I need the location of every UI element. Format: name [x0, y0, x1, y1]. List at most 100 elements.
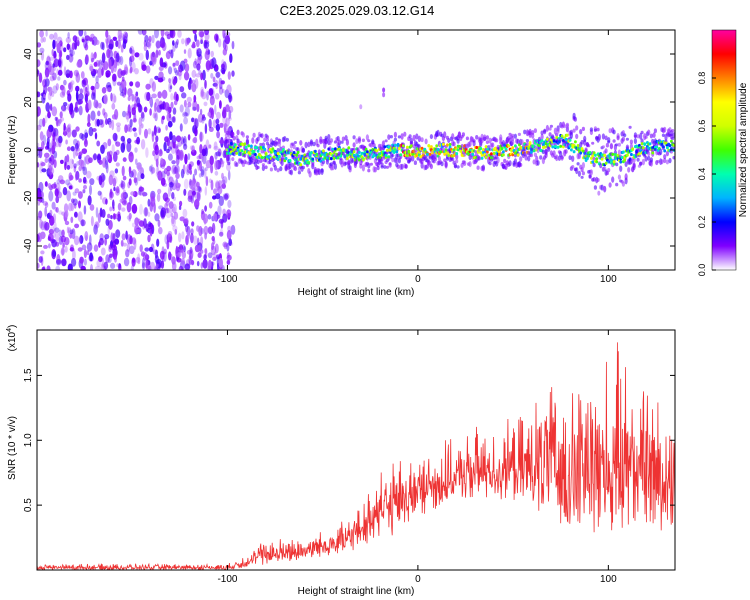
heatmap-cell: [172, 225, 178, 232]
heatmap-cell: [483, 136, 487, 141]
heatmap-cell: [152, 249, 158, 255]
heatmap-cell: [149, 98, 153, 105]
heatmap-cell: [236, 139, 240, 146]
heatmap-cell: [220, 63, 225, 70]
heatmap-cell: [177, 30, 182, 38]
heatmap-cell: [227, 71, 231, 80]
heatmap-cell: [452, 141, 456, 147]
heatmap-cell: [168, 81, 172, 93]
heatmap-cell: [311, 157, 315, 161]
heatmap-cell: [128, 196, 133, 205]
heatmap-cell: [254, 152, 257, 157]
heatmap-cell: [101, 209, 106, 218]
heatmap-cell: [308, 171, 312, 178]
heatmap-cell: [183, 178, 189, 189]
heatmap-cell: [301, 147, 305, 154]
heatmap-cell: [479, 151, 483, 155]
heatmap-cell: [110, 215, 113, 220]
colorbar-ticks: 0.0 0.2 0.4 0.6 0.8: [697, 72, 716, 276]
heatmap-cell: [116, 263, 119, 268]
heatmap-cell: [66, 43, 71, 50]
heatmap-cell: [175, 172, 180, 179]
heatmap-cell: [204, 205, 208, 212]
heatmap-cell: [393, 131, 397, 138]
heatmap-cell: [40, 51, 45, 61]
heatmap-cell: [59, 179, 66, 185]
heatmap-cell: [169, 30, 174, 38]
snr-frame: [36, 329, 676, 571]
heatmap-cell: [55, 265, 61, 270]
heatmap-cell: [48, 228, 55, 235]
heatmap-cell: [58, 135, 63, 144]
heatmap-cell: [400, 163, 404, 170]
heatmap-cell: [93, 99, 99, 109]
snr-y-scale-exponent: 4: [6, 328, 13, 332]
heatmap-cell: [65, 37, 71, 44]
heatmap-cell: [97, 67, 103, 79]
heatmap-cell: [228, 109, 232, 120]
heatmap-cell: [208, 118, 212, 129]
heatmap-cell: [471, 152, 475, 156]
heatmap-cell: [226, 242, 230, 252]
heatmap-cell: [48, 61, 53, 70]
snr-y-label: SNR (10 * v/v): [7, 416, 18, 480]
heatmap-cell: [352, 135, 356, 140]
heatmap-cell: [38, 72, 43, 83]
heatmap-cell: [91, 57, 95, 63]
heatmap-cell: [200, 86, 205, 95]
heatmap-cell: [564, 137, 568, 141]
heatmap-cell: [222, 88, 225, 94]
heatmap-cell: [145, 261, 151, 270]
heatmap-cell: [289, 169, 293, 176]
heatmap-cell: [317, 168, 321, 176]
heatmap-cell: [87, 113, 91, 125]
heatmap-cell: [543, 128, 547, 135]
heatmap-cell: [84, 93, 89, 104]
heatmap-cell: [220, 161, 225, 168]
heatmap-cell: [591, 154, 595, 158]
heatmap-cell: [122, 40, 127, 50]
heatmap-cell: [656, 160, 660, 163]
heatmap-cell: [160, 260, 165, 269]
heatmap-cell: [153, 125, 157, 136]
heatmap-cell: [344, 161, 348, 165]
heatmap-cell: [134, 96, 138, 106]
heatmap-cell: [49, 56, 55, 61]
heatmap-cell: [158, 149, 163, 157]
heatmap-cell: [70, 47, 73, 58]
heatmap-cell: [82, 176, 87, 184]
heatmap-cell: [192, 106, 197, 111]
heatmap-cell: [340, 158, 344, 165]
heatmap-cell: [222, 176, 228, 185]
heatmap-cell: [670, 147, 673, 151]
heatmap-cell: [88, 157, 93, 164]
heatmap-cell: [386, 148, 389, 152]
heatmap-cell: [625, 137, 630, 141]
heatmap-cell: [519, 156, 523, 162]
heatmap-cell: [95, 207, 99, 218]
heatmap-cell: [111, 244, 118, 252]
heatmap-cell: [109, 194, 113, 201]
heatmap-cell: [147, 198, 151, 207]
heatmap-cell: [75, 85, 80, 92]
heatmap-cell: [214, 33, 219, 42]
heatmap-cell: [179, 248, 184, 254]
heatmap-cell: [211, 242, 214, 251]
heatmap-cell: [108, 59, 112, 70]
heatmap-cell: [480, 153, 484, 157]
heatmap-cell: [619, 165, 623, 172]
heatmap-cell: [125, 110, 130, 116]
heatmap-cell: [339, 148, 343, 152]
heatmap-cell: [157, 188, 162, 194]
heatmap-cell: [347, 160, 351, 166]
heatmap-cell: [120, 239, 124, 247]
heatmap-cell: [293, 166, 297, 172]
heatmap-cell: [167, 186, 172, 197]
heatmap-cell: [140, 139, 146, 150]
heatmap-cell: [362, 158, 365, 162]
heatmap-cell: [156, 193, 161, 202]
heatmap-cell: [80, 219, 86, 227]
heatmap-cell: [115, 122, 121, 127]
heatmap-cell: [130, 191, 136, 196]
heatmap-cell: [105, 163, 109, 174]
